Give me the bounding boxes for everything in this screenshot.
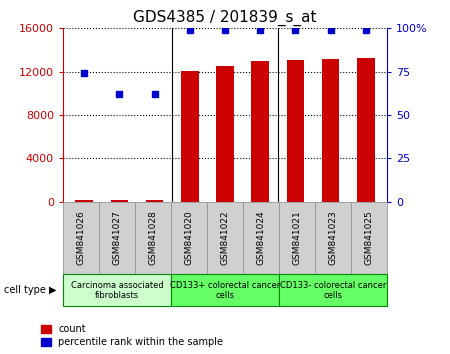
Point [186, 27, 194, 33]
Bar [252, 61, 269, 202]
Bar [75, 200, 93, 202]
Text: GSM841026: GSM841026 [76, 211, 86, 266]
Bar [146, 200, 163, 202]
Point [116, 91, 123, 97]
Text: GSM841028: GSM841028 [148, 211, 157, 266]
Text: cell type ▶: cell type ▶ [4, 285, 57, 295]
Text: CD133- colorectal cancer
cells: CD133- colorectal cancer cells [280, 281, 386, 300]
Text: CD133+ colorectal cancer
cells: CD133+ colorectal cancer cells [170, 281, 280, 300]
Text: GSM841024: GSM841024 [256, 211, 266, 266]
Point [81, 70, 88, 76]
Text: GSM841027: GSM841027 [112, 211, 122, 266]
Point [221, 27, 229, 33]
Point [327, 27, 334, 33]
Point [292, 27, 299, 33]
Legend: count, percentile rank within the sample: count, percentile rank within the sample [41, 325, 223, 347]
Bar [181, 70, 198, 202]
Text: GSM841021: GSM841021 [292, 211, 302, 266]
Bar [216, 66, 234, 202]
Bar [322, 59, 339, 202]
Point [256, 27, 264, 33]
Text: GSM841025: GSM841025 [364, 211, 373, 266]
Text: GSM841023: GSM841023 [328, 211, 338, 266]
Bar [357, 58, 375, 202]
Point [151, 91, 158, 97]
Bar [287, 60, 304, 202]
Text: GSM841020: GSM841020 [184, 211, 194, 266]
Text: GSM841022: GSM841022 [220, 211, 230, 266]
Title: GDS4385 / 201839_s_at: GDS4385 / 201839_s_at [133, 9, 317, 25]
Point [362, 27, 369, 33]
Text: Carcinoma associated
fibroblasts: Carcinoma associated fibroblasts [71, 281, 163, 300]
Bar [111, 200, 128, 202]
